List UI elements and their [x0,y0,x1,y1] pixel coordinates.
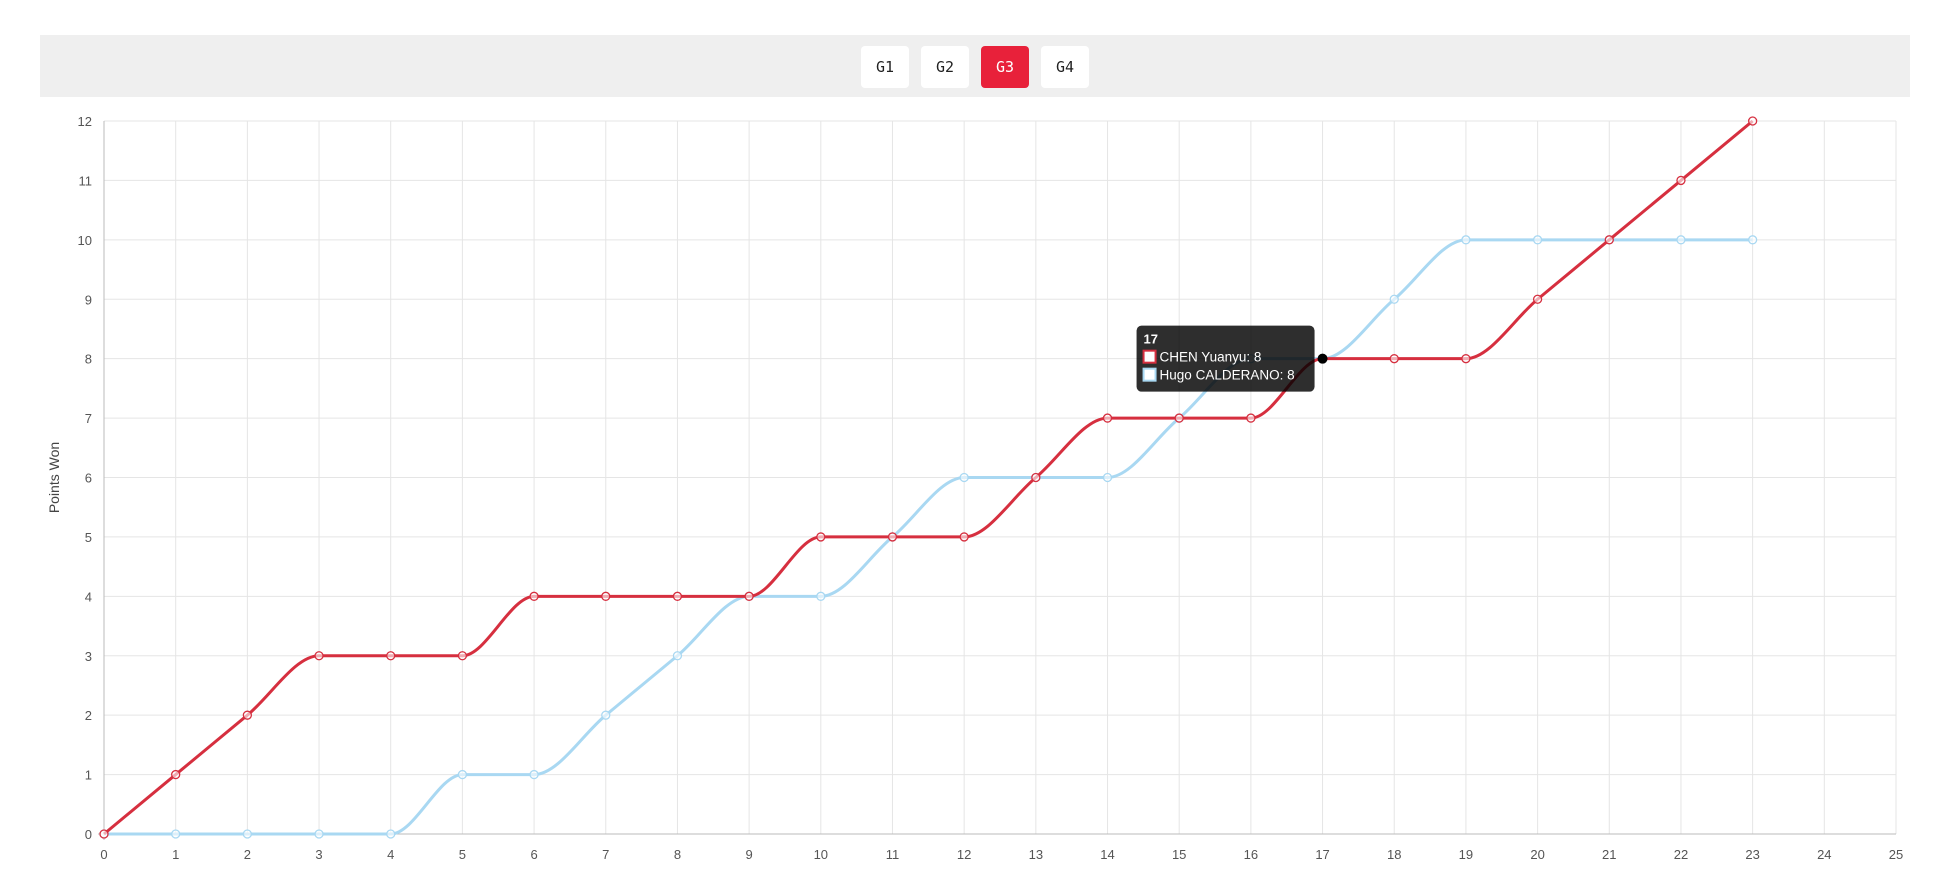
data-point[interactable] [171,769,181,780]
y-tick-label: 10 [78,233,92,248]
data-point[interactable] [171,829,181,839]
data-point[interactable] [386,829,396,839]
x-tick-label: 10 [814,847,828,862]
data-point[interactable] [386,651,396,661]
x-tick-label: 17 [1315,847,1329,862]
tooltip-box [1136,325,1315,392]
x-tick-label: 8 [674,847,681,862]
x-tick-label: 11 [886,847,900,862]
y-tick-label: 1 [85,768,92,783]
data-point[interactable] [1604,235,1614,245]
x-tick-label: 18 [1387,847,1401,862]
y-tick-label: 2 [85,708,92,723]
data-point[interactable] [1461,235,1471,245]
data-point[interactable] [314,829,324,839]
y-tick-label: 4 [85,589,92,604]
tab-g3[interactable]: G3 [981,46,1029,88]
y-tick-label: 12 [78,114,92,129]
x-tick-label: 20 [1530,847,1544,862]
data-point[interactable] [672,591,683,601]
data-point[interactable] [1174,413,1184,423]
x-tick-label: 16 [1244,847,1258,862]
data-point[interactable] [959,532,969,542]
data-point[interactable] [1461,354,1471,364]
data-point[interactable] [1676,235,1686,245]
hover-point [1317,353,1328,364]
data-point[interactable] [1389,354,1399,364]
data-point[interactable] [816,591,826,601]
data-point[interactable] [959,472,969,483]
data-point[interactable] [1389,294,1399,304]
x-tick-label: 21 [1602,847,1616,862]
x-tick-label: 22 [1674,847,1688,862]
data-point[interactable] [672,651,683,661]
y-tick-label: 6 [85,471,92,486]
game-tabs: G1 G2 G3 G4 [40,46,1910,88]
x-tick-label: 23 [1745,847,1759,862]
x-tick-label: 12 [957,847,971,862]
x-tick-label: 24 [1817,847,1831,862]
x-tick-label: 9 [746,847,753,862]
x-tick-label: 6 [530,847,537,862]
data-point[interactable] [1532,294,1543,304]
data-point[interactable] [529,769,539,780]
series [99,116,1758,839]
data-point[interactable] [1246,413,1256,423]
game-tab-bar: G1 G2 G3 G4 [40,35,1910,97]
data-point[interactable] [1676,175,1686,186]
y-tick-label: 8 [85,352,92,367]
data-point[interactable] [242,829,253,839]
x-tick-label: 13 [1029,847,1043,862]
x-tick-label: 7 [602,847,609,862]
tooltip-line: CHEN Yuanyu: 8 [1160,350,1262,365]
y-tick-label: 9 [85,292,92,307]
y-tick-label: 5 [85,530,92,545]
x-tick-label: 19 [1459,847,1473,862]
x-tick-label: 15 [1172,847,1186,862]
data-point[interactable] [887,532,898,542]
data-point[interactable] [744,591,754,601]
tooltip-swatch [1142,349,1157,364]
x-tick-label: 1 [172,847,179,862]
y-tick-label: 0 [85,827,92,842]
tab-g4[interactable]: G4 [1041,46,1089,88]
tab-g1[interactable]: G1 [861,46,909,88]
data-point[interactable] [457,769,468,780]
x-tick-label: 0 [100,847,107,862]
x-tick-label: 25 [1889,847,1903,862]
data-point[interactable] [1102,472,1113,483]
data-point[interactable] [816,532,826,542]
y-axis-title: Points Won [46,442,62,513]
x-tick-label: 4 [387,847,394,862]
data-point[interactable] [99,829,109,839]
data-point[interactable] [314,651,324,661]
data-point[interactable] [1747,116,1758,126]
data-point[interactable] [1747,235,1758,245]
x-tick-label: 5 [459,847,466,862]
y-tick-label: 11 [79,173,93,188]
y-tick-label: 7 [85,411,92,426]
series-chen-yuanyu [99,116,1758,839]
tab-g2[interactable]: G2 [921,46,969,88]
x-tick-label: 14 [1100,847,1114,862]
data-point[interactable] [1102,413,1113,423]
data-point[interactable] [601,591,611,601]
data-point[interactable] [1532,235,1543,245]
data-point[interactable] [457,651,468,661]
data-point[interactable] [529,591,539,601]
series-line [103,119,1754,836]
data-point[interactable] [1031,472,1041,483]
tooltip-line: Hugo CALDERANO: 8 [1160,368,1295,383]
tooltip-title: 17 [1144,332,1158,347]
x-tick-label: 3 [315,847,322,862]
y-tick-label: 3 [85,649,92,664]
tooltip-swatch [1142,367,1157,382]
data-point[interactable] [242,710,253,720]
data-point[interactable] [601,710,611,720]
x-tick-label: 2 [244,847,251,862]
